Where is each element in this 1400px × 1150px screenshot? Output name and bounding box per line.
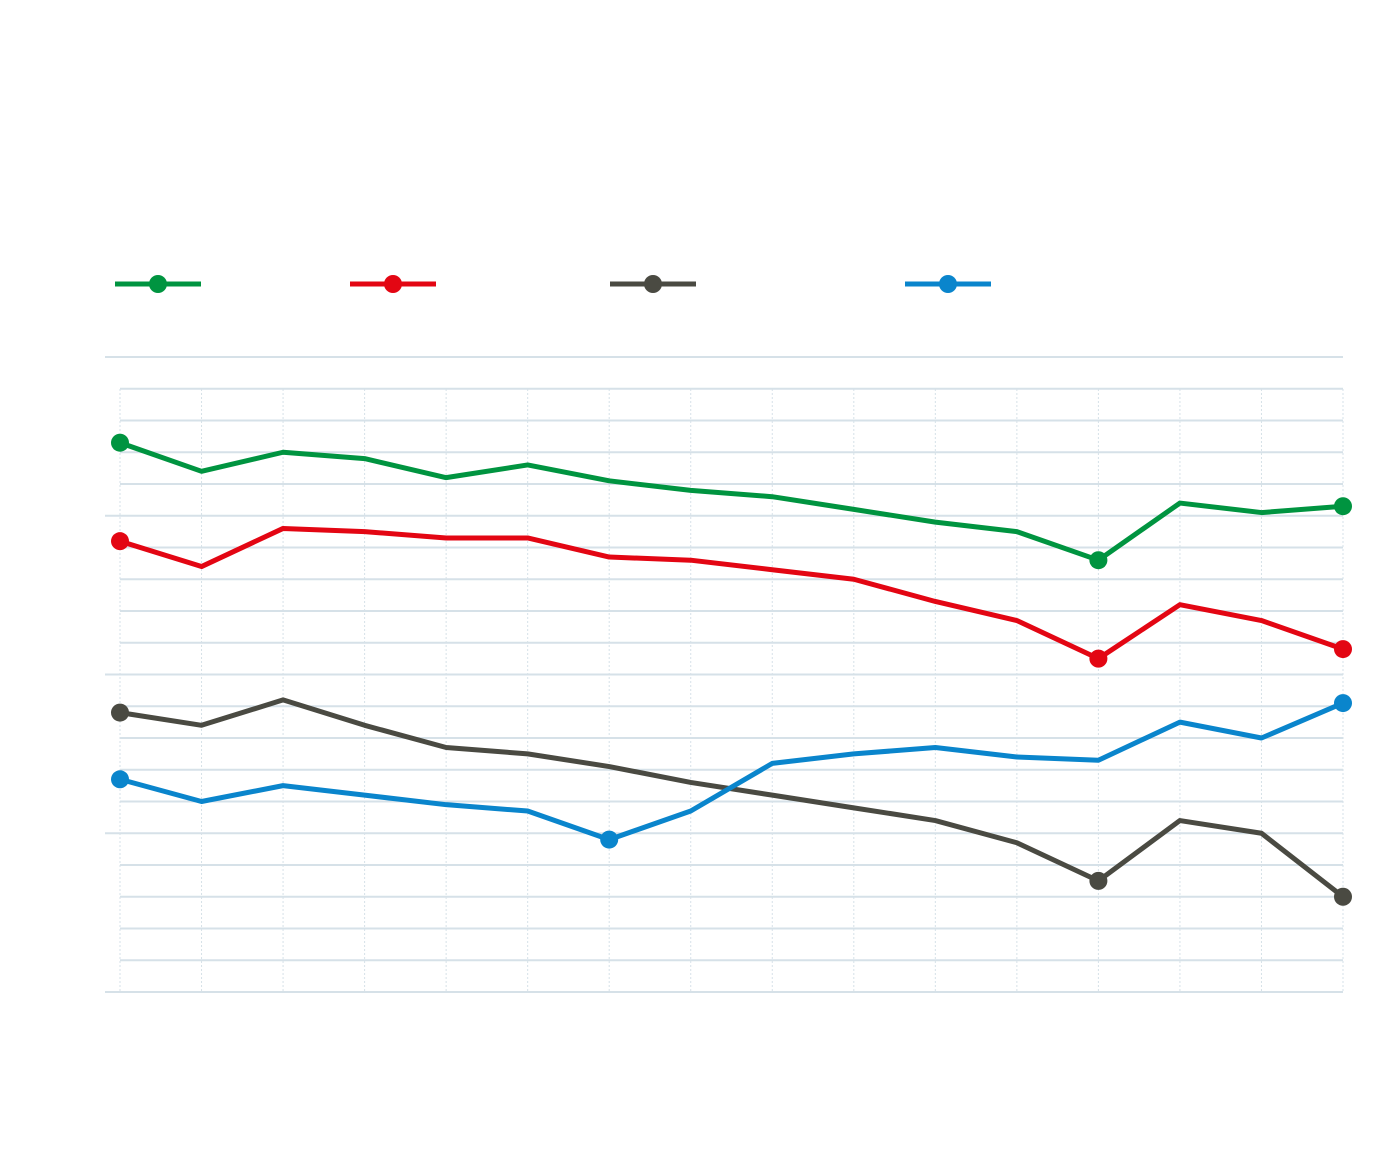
data-point [600, 830, 619, 849]
series-line [117, 700, 1346, 843]
data-point [111, 703, 129, 722]
series-line [117, 525, 1346, 662]
series-line [117, 440, 1346, 563]
legend-item [115, 275, 201, 293]
legend-swatch-marker [644, 275, 662, 293]
data-point [1334, 640, 1352, 659]
legend [115, 275, 991, 293]
data-point [111, 770, 129, 789]
series [111, 433, 1352, 570]
series-group [111, 433, 1352, 906]
grid [105, 356, 1344, 993]
data-point [1334, 887, 1352, 906]
series [111, 525, 1352, 668]
data-point [1334, 497, 1352, 516]
data-point [1334, 694, 1352, 713]
legend-item [350, 275, 436, 293]
data-point [111, 433, 129, 452]
series [111, 694, 1352, 849]
legend-swatch-marker [149, 275, 167, 293]
legend-item [905, 275, 991, 293]
legend-swatch-marker [939, 275, 957, 293]
legend-swatch-marker [384, 275, 402, 293]
data-point [111, 532, 129, 551]
data-point [1089, 649, 1108, 668]
data-point [1089, 551, 1108, 570]
data-point [1089, 871, 1108, 890]
legend-item [610, 275, 696, 293]
